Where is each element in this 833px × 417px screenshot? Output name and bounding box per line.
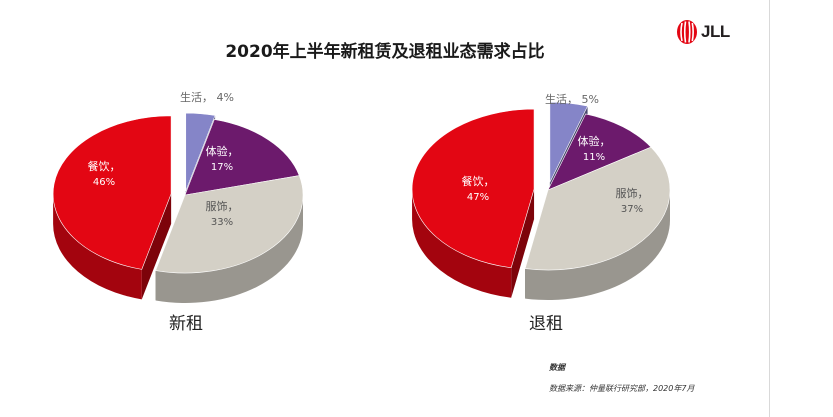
pie-2-slice-label-1: 生活， 5% (545, 92, 599, 106)
logo-text: JLL (701, 22, 730, 41)
pie-2-slice-1 (549, 101, 589, 183)
pie-2-slice-label-3: 服饰， (616, 186, 649, 200)
pie-2-slice-label-2: 体验， (578, 134, 611, 148)
jll-flame-icon (677, 20, 697, 44)
pie-1-slice-side-4 (53, 193, 172, 300)
jll-logo: JLL (676, 18, 730, 46)
right-chart-label: 退租 (529, 314, 563, 334)
pie-1-slice-2 (184, 119, 300, 196)
pie-1-slice-4 (52, 115, 172, 270)
pie-chart-2: 生活， 5% 体验， 11% 服饰， 37% 餐饮， 47% (411, 92, 671, 301)
chart-title: 2020年上半年新租赁及退租业态需求占比 (225, 42, 545, 62)
pie-chart-1: 生活， 4% 体验， 17% 服饰， 33% 餐饮， 46% (52, 90, 304, 303)
pie-plot-area: 生活， 4% 体验， 17% 服饰， 33% 餐饮， 46% 生活， 5% 体验， 11% 服饰， 3… (52, 90, 671, 303)
pie-1-slice-label-4: 餐饮， (88, 159, 121, 173)
pie-1-slice-label-2: 体验， (206, 144, 239, 158)
pie-2-slice-2 (547, 113, 652, 191)
pie-2-slice-side-4 (412, 189, 535, 298)
pie-1-slice-value-2: 17% (211, 162, 233, 173)
pie-1-slice-label-3: 服饰， (206, 199, 239, 213)
left-chart-label: 新租 (169, 314, 203, 334)
pie-1-slice-value-3: 33% (211, 217, 233, 228)
pie-1-slice-1 (185, 112, 216, 192)
pie-1-slice-label-1: 生活， 4% (180, 90, 234, 104)
pie-1-slice-3 (155, 175, 304, 274)
pie-2-slice-value-2: 11% (583, 152, 605, 163)
chart-frame (769, 0, 770, 417)
pie-2-slice-value-3: 37% (621, 204, 643, 215)
pie-2-slice-4 (411, 108, 535, 269)
pie-2-slice-label-4: 餐饮， (462, 174, 495, 188)
footnote: 数据 (549, 363, 565, 372)
pie-2-slice-3 (524, 146, 671, 271)
pie-1-slice-value-4: 46% (93, 177, 115, 188)
pie-2-slice-value-4: 47% (467, 192, 489, 203)
source-note: 数据来源：仲量联行研究部，2020年7月 (549, 384, 695, 393)
